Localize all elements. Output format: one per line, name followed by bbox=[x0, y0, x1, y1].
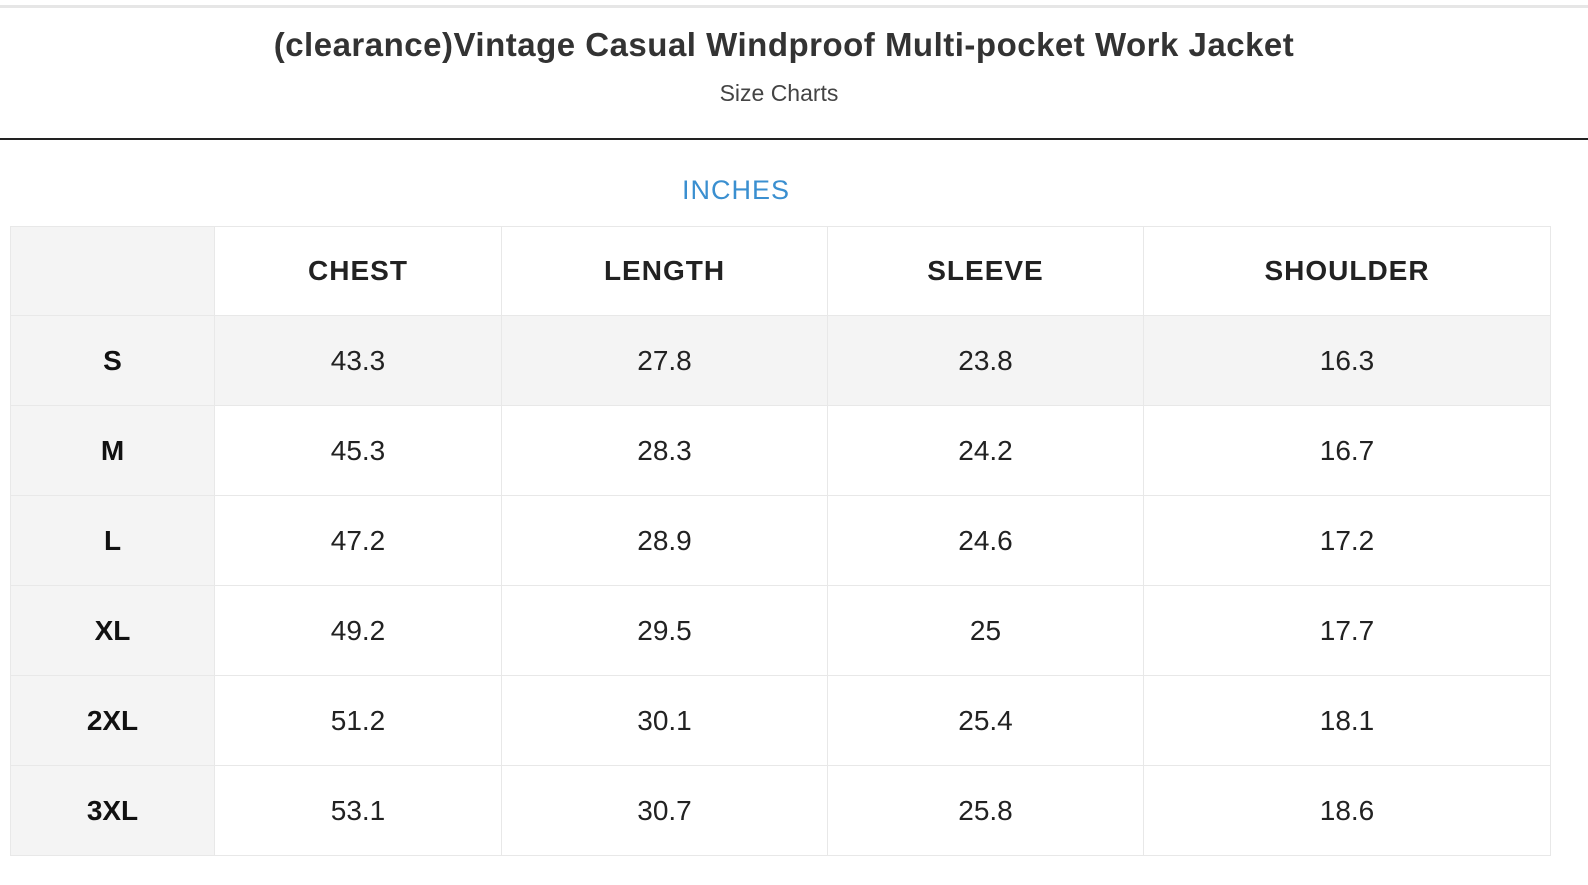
table-row: 3XL 53.1 30.7 25.8 18.6 bbox=[10, 765, 1551, 856]
table-header-row: CHEST LENGTH SLEEVE SHOULDER bbox=[10, 226, 1551, 316]
shoulder-value: 16.7 bbox=[1143, 405, 1551, 496]
sleeve-value: 25 bbox=[827, 585, 1144, 676]
size-label: XL bbox=[10, 585, 215, 676]
size-label: M bbox=[10, 405, 215, 496]
chest-value: 45.3 bbox=[214, 405, 502, 496]
length-value: 28.9 bbox=[501, 495, 828, 586]
size-label: S bbox=[10, 315, 215, 406]
sleeve-value: 23.8 bbox=[827, 315, 1144, 406]
size-label: 3XL bbox=[10, 765, 215, 856]
table-row: XL 49.2 29.5 25 17.7 bbox=[10, 585, 1551, 676]
column-header-shoulder: SHOULDER bbox=[1143, 226, 1551, 316]
size-label: 2XL bbox=[10, 675, 215, 766]
product-title: (clearance)Vintage Casual Windproof Mult… bbox=[273, 26, 1295, 63]
chest-value: 43.3 bbox=[214, 315, 502, 406]
shoulder-value: 17.7 bbox=[1143, 585, 1551, 676]
header-divider bbox=[0, 138, 1588, 140]
table-row: S 43.3 27.8 23.8 16.3 bbox=[10, 315, 1551, 406]
column-header-size bbox=[10, 226, 215, 316]
length-value: 30.7 bbox=[501, 765, 828, 856]
table-row: 2XL 51.2 30.1 25.4 18.1 bbox=[10, 675, 1551, 766]
sleeve-value: 25.8 bbox=[827, 765, 1144, 856]
shoulder-value: 18.6 bbox=[1143, 765, 1551, 856]
sleeve-value: 24.2 bbox=[827, 405, 1144, 496]
table-row: M 45.3 28.3 24.2 16.7 bbox=[10, 405, 1551, 496]
chest-value: 49.2 bbox=[214, 585, 502, 676]
column-header-sleeve: SLEEVE bbox=[827, 226, 1144, 316]
sleeve-value: 24.6 bbox=[827, 495, 1144, 586]
length-value: 29.5 bbox=[501, 585, 828, 676]
table-row: L 47.2 28.9 24.6 17.2 bbox=[10, 495, 1551, 586]
chest-value: 53.1 bbox=[214, 765, 502, 856]
length-value: 27.8 bbox=[501, 315, 828, 406]
top-border bbox=[0, 5, 1588, 8]
size-label: L bbox=[10, 495, 215, 586]
shoulder-value: 18.1 bbox=[1143, 675, 1551, 766]
column-header-length: LENGTH bbox=[501, 226, 828, 316]
shoulder-value: 16.3 bbox=[1143, 315, 1551, 406]
shoulder-value: 17.2 bbox=[1143, 495, 1551, 586]
size-chart-table: CHEST LENGTH SLEEVE SHOULDER S 43.3 27.8 23… bbox=[10, 226, 1551, 856]
chest-value: 47.2 bbox=[214, 495, 502, 586]
chest-value: 51.2 bbox=[214, 675, 502, 766]
sleeve-value: 25.4 bbox=[827, 675, 1144, 766]
length-value: 30.1 bbox=[501, 675, 828, 766]
size-charts-subtitle: Size Charts bbox=[719, 80, 839, 106]
column-header-chest: CHEST bbox=[214, 226, 502, 316]
length-value: 28.3 bbox=[501, 405, 828, 496]
unit-label: INCHES bbox=[681, 175, 790, 205]
